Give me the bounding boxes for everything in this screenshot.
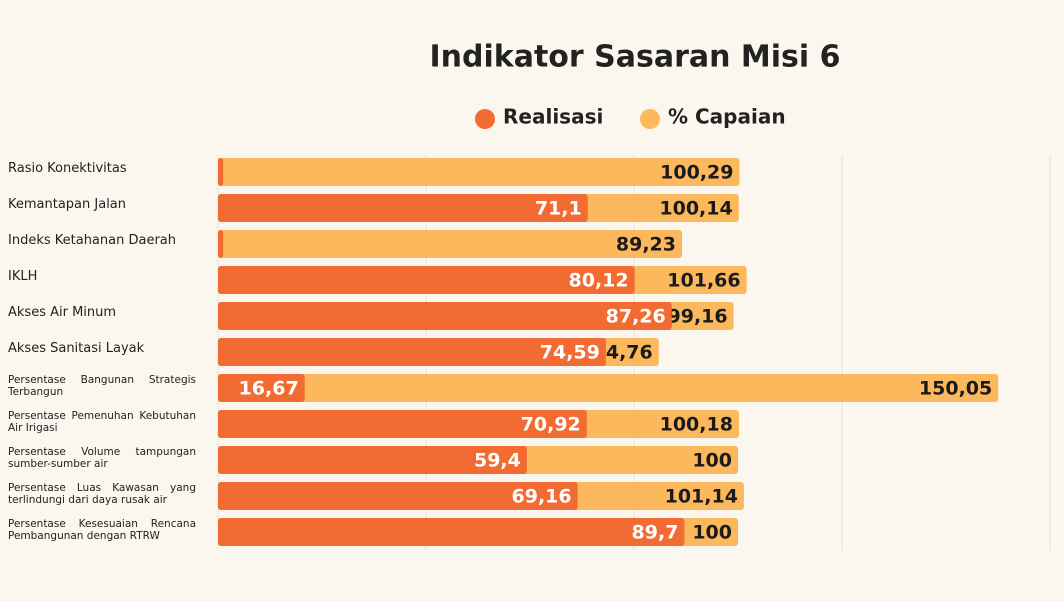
bar bbox=[218, 482, 578, 510]
bar bbox=[218, 194, 588, 222]
bar bbox=[218, 158, 740, 186]
bar bbox=[218, 266, 635, 294]
bar bbox=[218, 446, 527, 474]
legend-label: % Capaian bbox=[668, 105, 786, 129]
value-label: 69,16 bbox=[512, 486, 572, 508]
category-label: Indeks Ketahanan Daerah bbox=[8, 233, 177, 248]
legend-label: Realisasi bbox=[503, 105, 603, 129]
category-label: Persentase Luas Kawasan yang terlindungi… bbox=[8, 482, 196, 506]
chart-title: Indikator Sasaran Misi 6 bbox=[429, 40, 840, 75]
bar bbox=[218, 158, 224, 186]
value-label: 71,1 bbox=[535, 198, 582, 220]
value-label: 101,14 bbox=[665, 486, 738, 508]
value-label: 100 bbox=[692, 522, 732, 544]
value-label: 74,59 bbox=[540, 342, 600, 364]
value-label: 100,29 bbox=[660, 162, 733, 184]
category-label: Rasio Konektivitas bbox=[8, 161, 127, 176]
value-label: 80,12 bbox=[569, 270, 629, 292]
value-label: 87,26 bbox=[606, 306, 666, 328]
value-label: 89,23 bbox=[616, 234, 676, 256]
value-label: 16,67 bbox=[239, 378, 299, 400]
value-label: 100,14 bbox=[659, 198, 732, 220]
value-label: 70,92 bbox=[521, 414, 581, 436]
bar bbox=[218, 338, 606, 366]
bar bbox=[218, 230, 682, 258]
bar bbox=[218, 374, 305, 402]
category-label: Persentase Bangunan Strategis Terbangun bbox=[8, 374, 196, 398]
bar bbox=[218, 518, 685, 546]
category-label: Persentase Kesesuaian Rencana Pembanguna… bbox=[8, 518, 196, 542]
category-label: Persentase Volume tampungan sumber-sumbe… bbox=[8, 446, 196, 470]
value-label: 100 bbox=[692, 450, 732, 472]
legend-swatch bbox=[475, 109, 495, 129]
value-label: 99,16 bbox=[668, 306, 728, 328]
category-label: Kemantapan Jalan bbox=[8, 197, 127, 212]
bar bbox=[218, 230, 224, 258]
legend-swatch bbox=[640, 109, 660, 129]
category-label: Akses Sanitasi Layak bbox=[8, 341, 145, 356]
value-label: 89,7 bbox=[632, 522, 679, 544]
category-label: Akses Air Minum bbox=[8, 305, 117, 320]
value-label: 150,05 bbox=[919, 378, 992, 400]
value-label: 84,76 bbox=[593, 342, 653, 364]
bar bbox=[218, 302, 672, 330]
bar bbox=[218, 374, 999, 402]
bar bbox=[218, 410, 587, 438]
value-label: 101,66 bbox=[667, 270, 740, 292]
category-label: IKLH bbox=[8, 269, 38, 284]
category-label: Persentase Pemenuhan Kebutuhan Air Iriga… bbox=[8, 410, 196, 434]
value-label: 100,18 bbox=[660, 414, 733, 436]
value-label: 59,4 bbox=[474, 450, 521, 472]
